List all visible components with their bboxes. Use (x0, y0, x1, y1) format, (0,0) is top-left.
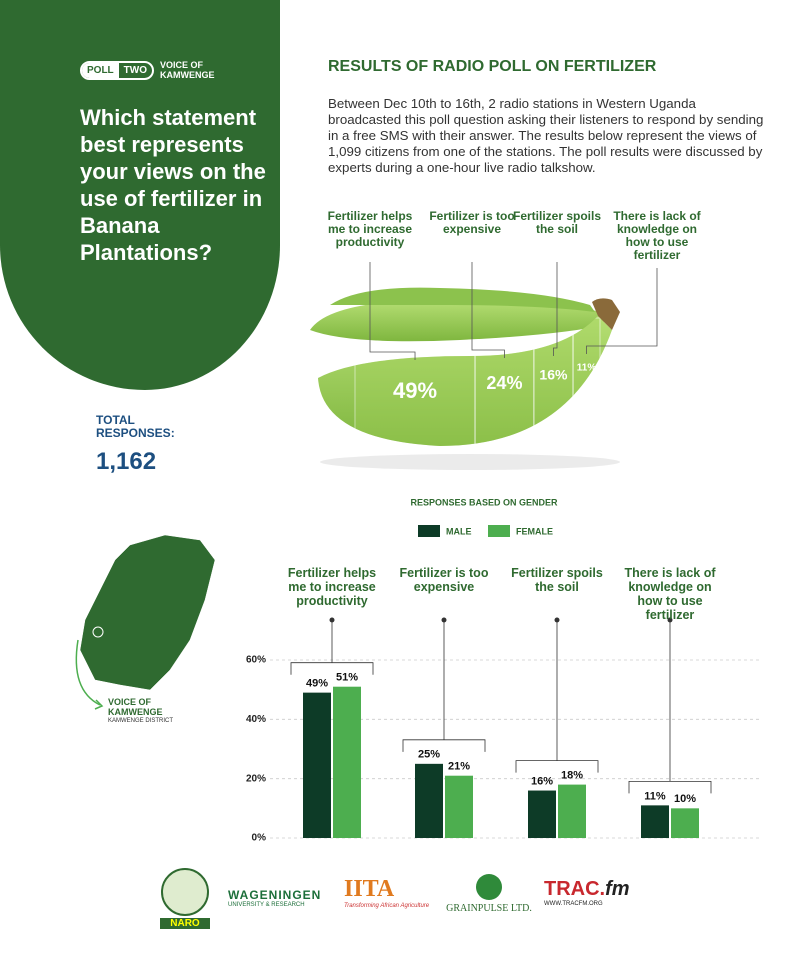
map-arrow (75, 639, 101, 706)
grainpulse-emblem (476, 874, 502, 900)
category-label: Fertilizer is too expensive (399, 566, 489, 594)
banana-category: There is lack of knowledge on how to use… (613, 209, 701, 262)
naro-text: NARO (160, 918, 210, 929)
segment-label: 16% (539, 367, 568, 383)
bracket (515, 760, 599, 773)
category-label: There is lack of knowledge on how to use… (624, 566, 716, 622)
value-label: 11% (644, 790, 666, 802)
segment-label: 24% (486, 373, 522, 393)
results-title: RESULTS OF RADIO POLL ON FERTILIZER (328, 58, 657, 75)
map-station: VOICE OF KAMWENGE (108, 697, 163, 717)
tracfm-logo: TRAC.fm WWW.TRACFM.ORG (544, 878, 630, 907)
bar (333, 686, 361, 838)
grainpulse-logo: GRAINPULSE LTD. (444, 874, 534, 914)
tracfm-fm: fm (605, 878, 630, 900)
wageningen-sub: UNIVERSITY & RESEARCH (228, 902, 305, 908)
legend-label: MALE (446, 526, 472, 536)
connector (369, 262, 416, 360)
station-line: VOICE OF (160, 60, 204, 70)
bar (558, 784, 586, 838)
connector (471, 262, 505, 358)
banana-category: Fertilizer is too expensive (429, 209, 515, 236)
tracfm-trac: TRAC. (544, 878, 606, 900)
tracfm-url: WWW.TRACFM.ORG (544, 901, 603, 907)
category-label: Fertilizer spoils the soil (511, 566, 603, 594)
bracket (290, 662, 374, 675)
banana-front (318, 316, 612, 446)
poll-word: POLL (82, 62, 119, 78)
chart-title: RESPONSES BASED ON GENDER (410, 497, 558, 507)
connector-dot (554, 617, 560, 623)
iita-sub: Transforming African Agriculture (344, 903, 430, 909)
poll-number: TWO (123, 64, 147, 76)
station-line: KAMWENGE (160, 70, 215, 80)
shadow (320, 454, 620, 470)
value-label: 16% (531, 775, 553, 787)
wageningen-name: WAGENINGEN (228, 888, 322, 902)
tracfm-name: TRAC.fm (544, 878, 630, 901)
legend-swatch (488, 525, 510, 537)
value-label: 10% (674, 793, 696, 805)
bar (303, 692, 331, 838)
category-label: Fertilizer helps me to increase producti… (287, 566, 377, 608)
question: Which statement best represents your vie… (80, 105, 266, 265)
connector-dot (329, 617, 335, 623)
value-label: 21% (448, 761, 470, 773)
poll-badge: POLL TWO VOICE OF KAMWENGE (80, 60, 215, 80)
station-name: VOICE OF KAMWENGE (160, 60, 215, 80)
naro-emblem (161, 868, 209, 916)
banana-segment (572, 317, 601, 446)
banana-stem (592, 298, 620, 330)
connector-dot (441, 617, 447, 623)
naro-logo: NARO (160, 868, 210, 929)
banana-top (330, 287, 595, 312)
legend-swatch (418, 525, 440, 537)
total-value: 1,162 (96, 448, 157, 475)
banana-segment (533, 317, 574, 446)
total-label: TOTAL RESPONSES: (96, 413, 175, 440)
value-label: 25% (418, 749, 440, 761)
banana-category: Fertilizer spoils the soil (512, 209, 602, 236)
iita-logo: IITA Transforming African Agriculture (344, 876, 429, 909)
y-tick-label: 20% (246, 773, 266, 784)
iita-name: IITA (344, 876, 395, 902)
bar (641, 805, 669, 838)
map-arrow-head (94, 699, 104, 710)
connector-dot (667, 617, 673, 623)
banana-back (310, 300, 605, 342)
grainpulse-name: GRAINPULSE LTD. (446, 903, 532, 914)
y-tick-label: 60% (246, 655, 266, 666)
poll-pill: POLL TWO (80, 60, 154, 80)
segment-label: 49% (393, 378, 437, 403)
bar (671, 808, 699, 838)
bar (528, 790, 556, 838)
bar (445, 775, 473, 838)
legend-label: FEMALE (516, 526, 553, 536)
bracket (402, 739, 486, 752)
question-panel (0, 0, 280, 390)
value-label: 51% (336, 672, 358, 684)
connector (586, 268, 658, 354)
y-tick-label: 40% (246, 714, 266, 725)
banana-category: Fertilizer helps me to increase producti… (327, 209, 413, 249)
connector (553, 262, 558, 356)
value-label: 49% (306, 678, 328, 690)
map-district: KAMWENGE DISTRICT (108, 718, 174, 724)
results-description: Between Dec 10th to 16th, 2 radio statio… (328, 96, 764, 175)
station-icon (92, 626, 104, 638)
value-label: 18% (561, 770, 583, 782)
segment-label: 11% (577, 363, 597, 374)
uganda-map (79, 534, 216, 691)
y-tick-label: 0% (252, 833, 267, 844)
bracket (628, 780, 712, 794)
bar (415, 763, 443, 838)
wageningen-logo: WAGENINGEN UNIVERSITY & RESEARCH (228, 888, 321, 908)
